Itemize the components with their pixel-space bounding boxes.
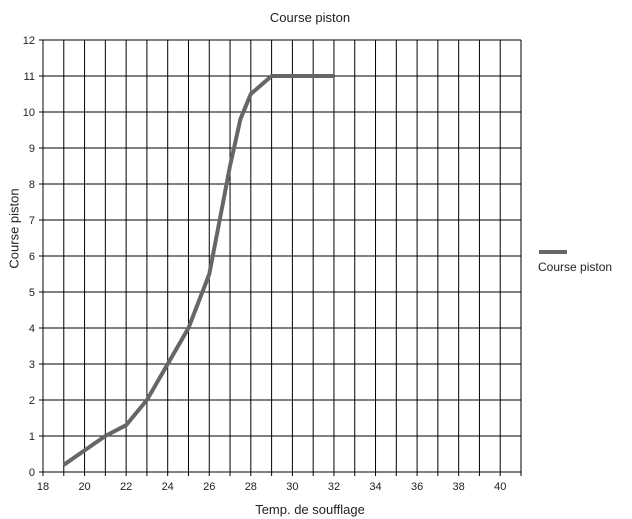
y-tick-label: 10 — [23, 107, 35, 119]
x-tick-label: 28 — [245, 481, 257, 493]
y-tick-label: 8 — [29, 179, 35, 191]
chart-title: Course piston — [269, 10, 351, 25]
x-tick-label: 24 — [162, 481, 174, 493]
y-tick-label: 9 — [29, 143, 35, 155]
x-tick-label: 36 — [411, 481, 423, 493]
y-tick-label: 2 — [29, 395, 35, 407]
x-tick-label: 38 — [453, 481, 465, 493]
x-tick-label: 26 — [203, 481, 215, 493]
y-tick-label: 6 — [29, 251, 35, 263]
y-tick-label: 11 — [24, 71, 35, 83]
x-tick-label: 22 — [120, 481, 132, 493]
x-tick-label: 30 — [286, 481, 298, 493]
y-tick-label: 3 — [29, 359, 35, 371]
legend-swatch — [539, 250, 567, 254]
series-line-course-piston — [62, 74, 334, 467]
y-tick-label: 7 — [29, 215, 35, 227]
x-tick-label: 18 — [37, 481, 49, 493]
y-tick-label: 12 — [23, 35, 35, 47]
x-tick-label: 20 — [78, 481, 90, 493]
y-axis-label: Course piston — [6, 188, 22, 269]
x-tick-labels: 18 20 22 24 26 28 30 32 34 36 38 40 — [37, 481, 506, 493]
series-layer — [62, 74, 334, 467]
x-tick-label: 34 — [369, 481, 381, 493]
grid-lines — [43, 39, 522, 472]
x-tick-label: 40 — [494, 481, 506, 493]
y-tick-label: 1 — [29, 431, 35, 443]
y-tick-label: 4 — [29, 323, 35, 335]
y-tick-label: 0 — [29, 467, 35, 479]
x-tick-label: 32 — [328, 481, 340, 493]
legend: Course piston — [538, 250, 612, 274]
axes — [39, 39, 522, 476]
y-tick-label: 5 — [29, 287, 35, 299]
legend-label: Course piston — [538, 260, 613, 274]
x-axis-label: Temp. de soufflage — [255, 502, 365, 517]
